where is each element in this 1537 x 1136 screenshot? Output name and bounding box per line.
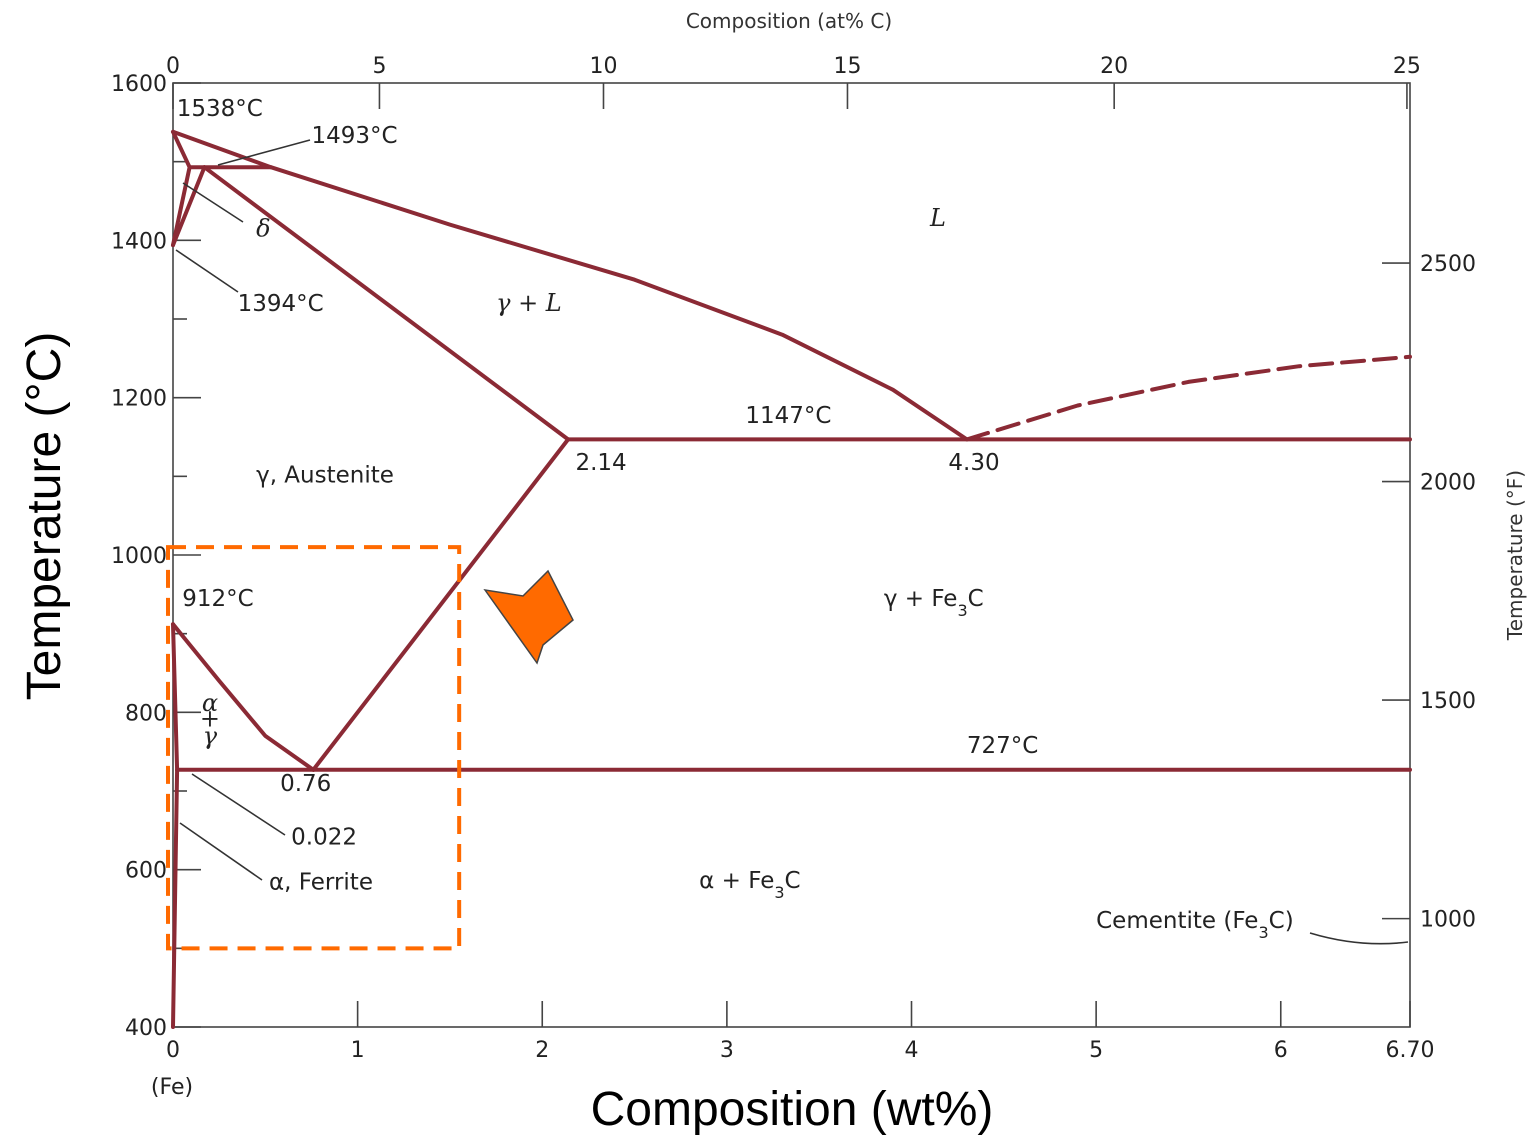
arrow-0022 xyxy=(191,773,286,836)
phase-line-8 xyxy=(311,437,571,772)
top-axis-title: Composition (at% C) xyxy=(686,9,892,33)
annotation-label: γ + L xyxy=(496,289,562,317)
annotation-label: 1538°C xyxy=(177,96,263,122)
annotation-label: α + Fe3C xyxy=(699,868,800,902)
phase-line-2 xyxy=(171,129,969,442)
arrow-1493 xyxy=(217,139,311,166)
pointer-arrow xyxy=(483,569,574,665)
annotation-label: 0.76 xyxy=(280,771,331,797)
x-tick-label: 2 xyxy=(535,1038,549,1063)
x-tick-label: 6 xyxy=(1274,1038,1288,1063)
arrow-cementite xyxy=(1309,932,1409,945)
x-tick-label: 6.70 xyxy=(1386,1038,1435,1063)
annotation-label: + xyxy=(200,704,220,732)
y-tick-label: 800 xyxy=(125,701,167,726)
annotation-label: 912°C xyxy=(182,586,253,612)
y-axis-title: Temperature (°C) xyxy=(18,332,71,701)
phase-line-12 xyxy=(171,767,180,1029)
top-tick-label: 5 xyxy=(372,54,386,79)
y-tick-label: 1600 xyxy=(111,72,167,97)
annotation-label: 1394°C xyxy=(238,291,324,317)
annotation-label: α, Ferrite xyxy=(269,869,373,895)
right-tick-label: 1500 xyxy=(1420,689,1476,714)
phase-line-4 xyxy=(171,165,207,248)
annotation-label: γ xyxy=(203,722,218,750)
annotation-label: 2.14 xyxy=(575,450,626,476)
annotation-label: 4.30 xyxy=(948,450,999,476)
annotation-label: γ, Austenite xyxy=(256,463,394,489)
tick-marks xyxy=(172,82,1411,1028)
right-tick-label: 2000 xyxy=(1420,471,1476,496)
annotation-label: δ xyxy=(256,214,270,242)
top-tick-label: 25 xyxy=(1393,54,1421,79)
right-tick-label: 2500 xyxy=(1420,252,1476,277)
top-tick-label: 0 xyxy=(166,54,180,79)
right-axis-title: Temperature (°F) xyxy=(1503,470,1527,641)
top-tick-label: 15 xyxy=(833,54,861,79)
annotation-label: 0.022 xyxy=(291,824,357,850)
y-tick-label: 400 xyxy=(125,1016,167,1041)
highlight-box xyxy=(166,545,462,951)
phase-boundaries xyxy=(171,129,1412,1029)
annotation-label: γ + Fe3C xyxy=(884,586,984,620)
x-tick-label: 4 xyxy=(905,1038,919,1063)
annotation-label: L xyxy=(929,204,946,232)
annotation-label: 1147°C xyxy=(745,403,831,429)
annotation-arrows xyxy=(175,139,1409,945)
annotation-label: 1493°C xyxy=(311,123,397,149)
arrow-1394 xyxy=(175,249,239,293)
x-axis-title: Composition (wt%) xyxy=(591,1083,994,1136)
phase-line-1 xyxy=(171,129,273,170)
phase-line-9 xyxy=(171,622,316,772)
right-tick-label: 1000 xyxy=(1420,908,1476,933)
phase-line-3 xyxy=(171,165,192,248)
x-tick-label: 5 xyxy=(1089,1038,1103,1063)
phase-line-5 xyxy=(202,165,571,442)
y-tick-label: 600 xyxy=(125,859,167,884)
y-tick-label: 1200 xyxy=(111,387,167,412)
x-tick-label: 1 xyxy=(351,1038,365,1063)
y-tick-label: 1400 xyxy=(111,229,167,254)
phase-line-7 xyxy=(964,354,1412,442)
top-tick-label: 10 xyxy=(589,54,617,79)
y-tick-label: 1000 xyxy=(111,544,167,569)
phase-line-10 xyxy=(171,622,180,772)
annotation-label: Cementite (Fe3C) xyxy=(1096,908,1294,942)
x-origin-note: (Fe) xyxy=(151,1075,193,1100)
arrow-ferrite xyxy=(179,822,263,881)
annotations: 1538°C 1493°C δ 1394°C Lγ + L 1147°C 2.14 4.30 γ… xyxy=(177,96,1294,941)
annotation-label: 727°C xyxy=(967,733,1038,759)
arrow-delta xyxy=(182,182,244,223)
x-tick-label: 3 xyxy=(720,1038,734,1063)
top-tick-label: 20 xyxy=(1100,54,1128,79)
annotation-label: α xyxy=(202,689,218,717)
x-tick-label: 0 xyxy=(166,1038,180,1063)
